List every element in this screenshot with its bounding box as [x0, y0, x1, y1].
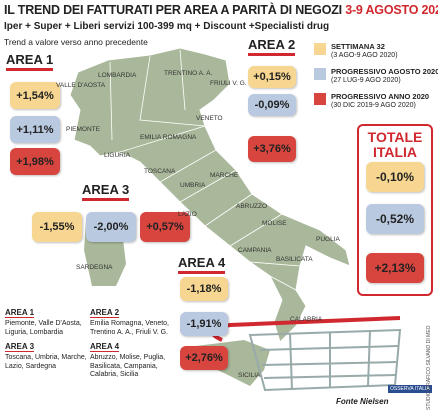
total-value: -0,52% [366, 204, 424, 234]
area-value: -0,09% [248, 94, 296, 116]
footer-area-name: AREA 4 [90, 342, 120, 352]
region-label: SARDEGNA [76, 264, 113, 271]
region-label: PUGLIA [316, 236, 340, 243]
footer-area-regions: Piemonte, Valle D'Aosta, Liguria, Lombar… [5, 320, 82, 336]
area-value: +1,11% [10, 116, 60, 143]
region-label: TRENTINO A. A. [164, 70, 213, 77]
legend-period: (3 AGO-9 AGO 2020) [331, 52, 398, 59]
footer-area-regions: Abruzzo, Molise, Puglia, Basilicata, Cam… [90, 354, 166, 378]
region-label: VENETO [196, 115, 223, 122]
subtitle: Iper + Super + Liberi servizi 100-399 mq… [4, 21, 330, 32]
region-label: LAZIO [178, 211, 197, 218]
brand: OSSERVA ITALIA [388, 385, 432, 393]
region-label: MOLISE [262, 220, 287, 227]
area-name: AREA 3 [82, 182, 130, 201]
area-value: -1,55% [32, 212, 82, 242]
note: Trend a valore verso anno precedente [4, 37, 148, 47]
region-label: FRIULI V. G. [210, 80, 247, 87]
footer-area-name: AREA 3 [5, 342, 35, 352]
region-label: UMBRIA [180, 182, 206, 189]
area-value: -2,00% [86, 212, 136, 242]
legend-period: (30 DIC 2019-9 AGO 2020) [331, 102, 416, 109]
legend-label: SETTIMANA 32 [331, 42, 385, 51]
region-label: CAMPANIA [238, 247, 272, 254]
total-box [357, 124, 433, 296]
total-name: TOTALE ITALIA [367, 129, 423, 160]
region-label: EMILIA ROMAGNA [140, 134, 197, 141]
legend-period: (27 LUG-9 AGO 2020) [331, 77, 401, 84]
footer-area-regions: Toscana, Umbria, Marche, Lazio, Sardegna [5, 354, 87, 370]
legend-label: PROGRESSIVO ANNO 2020 [331, 92, 430, 101]
legend-swatch [314, 68, 326, 80]
area-name: AREA 1 [6, 52, 54, 71]
title-date: 3-9 AGOSTO 2020 [345, 3, 438, 17]
region-label: LOMBARDIA [98, 72, 137, 79]
italy-mainland [69, 47, 351, 343]
footer-area-name: AREA 1 [5, 308, 35, 318]
total-value: -0,10% [366, 162, 424, 192]
region-label: LIGURIA [104, 152, 131, 159]
region-label: ABRUZZO [236, 203, 268, 210]
region-label: VALLE D'AOSTA [56, 82, 106, 89]
area-value: -1,18% [180, 277, 228, 301]
area-value: +1,54% [10, 82, 60, 109]
area-name: AREA 2 [248, 37, 296, 56]
area-name: AREA 4 [178, 255, 226, 274]
area-value: +3,76% [248, 136, 296, 162]
title: IL TREND DEI FATTURATI PER AREA A PARITÀ… [4, 3, 438, 17]
region-label: PIEMONTE [66, 126, 100, 133]
source: Fonte Nielsen [336, 397, 389, 406]
region-borders [109, 49, 301, 291]
legend-swatch [314, 43, 326, 55]
region-label: TOSCANA [144, 168, 176, 175]
title-text: IL TREND DEI FATTURATI PER AREA A PARITÀ… [4, 3, 342, 17]
footer-area-name: AREA 2 [90, 308, 120, 318]
area-value: +1,98% [10, 148, 60, 175]
region-label: BASILICATA [276, 256, 313, 263]
credit: STUDIO GRAFICO SILVANO DI MEO [426, 325, 432, 410]
region-label: MARCHE [210, 172, 239, 179]
region-label: CALABRIA [290, 316, 323, 323]
area-value: +0,15% [248, 66, 296, 88]
total-value: +2,13% [366, 253, 424, 283]
footer-area-regions: Emilia Romagna, Veneto, Trentino A. A., … [90, 320, 169, 336]
legend-label: PROGRESSIVO AGOSTO 2020 [331, 67, 438, 76]
legend-swatch [314, 93, 326, 105]
area-value: -1,91% [180, 312, 228, 336]
region-label: SICILIA [238, 372, 261, 379]
area-value: +0,57% [140, 212, 190, 242]
area-value: +2,76% [180, 346, 228, 370]
